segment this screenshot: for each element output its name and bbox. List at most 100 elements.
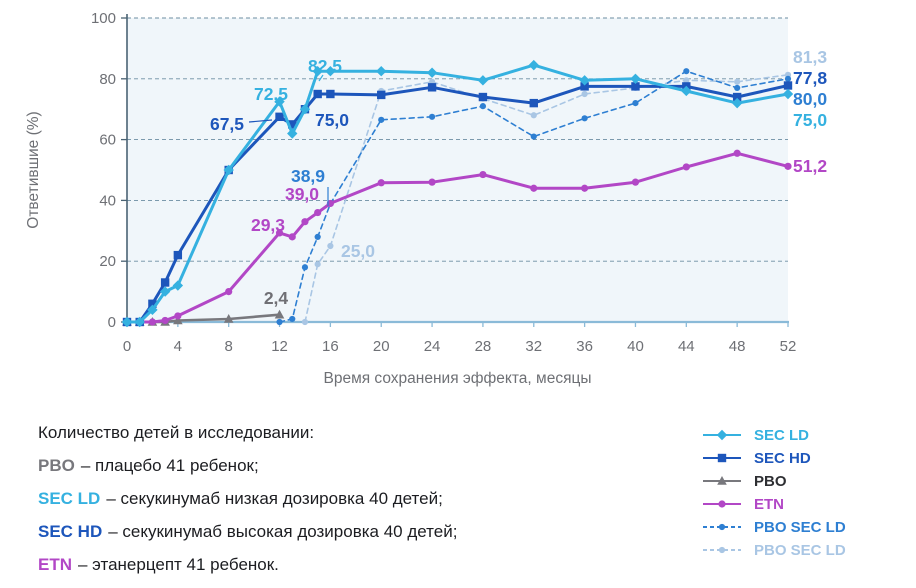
x-tick-label: 28 — [475, 338, 492, 355]
marker-circle — [784, 162, 792, 170]
marker-diamond — [134, 316, 145, 328]
marker-circle — [428, 113, 436, 120]
marker-diamond — [299, 104, 311, 115]
marker-circle — [161, 316, 169, 325]
x-tick-label: 20 — [373, 338, 390, 355]
legend-label: PBO SEC LD — [754, 541, 846, 559]
marker-diamond — [274, 96, 285, 107]
marker-square — [173, 250, 183, 260]
x-tick-label: 12 — [271, 338, 288, 355]
marker-diamond — [325, 66, 336, 77]
marker-circle — [148, 318, 157, 326]
marker-circle — [377, 179, 385, 187]
marker-circle — [718, 523, 726, 531]
legend-swatch-diamond — [703, 429, 741, 441]
legend-swatch-square — [703, 453, 741, 463]
marker-square — [717, 453, 727, 463]
marker-circle — [301, 218, 309, 226]
marker-circle — [734, 84, 741, 92]
series-line — [278, 70, 789, 323]
marker-circle — [314, 261, 321, 268]
y-tick-label: 0 — [108, 314, 116, 331]
marker-circle — [301, 318, 309, 326]
marker-circle — [174, 312, 182, 320]
marker-triangle — [223, 313, 234, 323]
marker-circle — [276, 318, 283, 326]
x-tick-label: 40 — [627, 338, 644, 355]
legend-item-pbo-2: PBO — [702, 473, 846, 490]
marker-circle — [581, 184, 589, 192]
marker-circle — [225, 288, 233, 296]
y-tick-label: 100 — [91, 10, 116, 27]
marker-circle — [581, 115, 588, 122]
marker-square — [478, 92, 488, 102]
marker-circle — [314, 208, 322, 217]
marker-diamond — [121, 316, 133, 328]
marker-circle — [479, 170, 487, 179]
footnote-code-sec-hd: SEC HD — [38, 522, 103, 541]
data-label: 29,3 — [251, 215, 285, 235]
y-axis-title: Ответившие (%) — [25, 111, 42, 228]
marker-circle — [530, 112, 537, 119]
marker-diamond — [630, 73, 641, 84]
data-label: 67,5 — [210, 114, 244, 134]
legend-item-etn-3: ETN — [702, 495, 846, 513]
data-label: 2,4 — [264, 288, 289, 308]
marker-triangle — [717, 476, 727, 485]
legend-item-sec-ld-0: SEC LD — [702, 427, 846, 444]
marker-diamond — [716, 429, 728, 441]
marker-diamond — [782, 88, 794, 100]
marker-square — [732, 92, 742, 102]
marker-circle — [479, 103, 487, 110]
footnote-line-sec-ld: SEC LD – секукинумаб низкая дозировка 40 … — [38, 489, 457, 509]
y-tick-label: 20 — [99, 253, 116, 270]
marker-diamond — [287, 128, 298, 139]
data-label: 75,0 — [315, 110, 349, 130]
x-tick-label: 52 — [780, 338, 797, 355]
y-tick-label: 80 — [99, 71, 116, 88]
marker-diamond — [681, 85, 692, 97]
data-label: 72,5 — [254, 84, 288, 104]
footnote-code-etn: ETN — [38, 555, 72, 574]
legend-swatch-circle — [703, 523, 741, 531]
footnote-text-sec-hd: – секукинумаб высокая дозировка 40 детей… — [108, 522, 458, 541]
x-tick-label: 32 — [525, 338, 542, 355]
x-tick-label: 44 — [678, 338, 695, 355]
legend-swatch-circle — [703, 500, 741, 508]
x-tick-label: 48 — [729, 338, 746, 355]
footnote-line-pbo: PBO – плацебо 41 ребенок; — [38, 456, 457, 476]
marker-square — [148, 299, 157, 308]
marker-circle — [428, 178, 436, 186]
x-tick-label: 24 — [424, 338, 441, 355]
data-label: 81,3 — [793, 47, 827, 67]
annotation-leader-line — [248, 119, 273, 123]
marker-circle — [530, 133, 537, 140]
marker-diamond — [426, 67, 438, 78]
marker-circle — [530, 184, 538, 192]
marker-square — [160, 278, 170, 287]
legend-swatch-triangle — [703, 476, 741, 485]
data-label: 82,5 — [308, 56, 342, 76]
legend-item-pbo-sec-ld-4: PBO SEC LD — [702, 518, 846, 536]
legend-label: PBO SEC LD — [754, 518, 846, 536]
marker-square — [326, 89, 335, 99]
legend-swatch-circle — [703, 546, 741, 554]
series-line — [304, 74, 789, 323]
marker-diamond — [579, 75, 590, 86]
legend-label: ETN — [754, 495, 784, 513]
footnote-title: Количество детей в исследовании: — [38, 423, 315, 442]
y-tick-label: 60 — [99, 132, 116, 149]
marker-circle — [718, 546, 726, 554]
marker-circle — [275, 229, 284, 237]
marker-triangle — [274, 309, 285, 319]
legend-item-sec-hd-1: SEC HD — [702, 450, 846, 467]
x-tick-label: 36 — [576, 338, 593, 355]
footnote-text-etn: – этанерцепт 41 ребенок. — [78, 555, 279, 574]
marker-circle — [314, 233, 321, 240]
marker-circle — [301, 264, 309, 271]
data-label: 77,8 — [793, 68, 827, 88]
marker-circle — [784, 75, 792, 82]
marker-circle — [632, 100, 639, 107]
marker-square — [580, 82, 589, 91]
